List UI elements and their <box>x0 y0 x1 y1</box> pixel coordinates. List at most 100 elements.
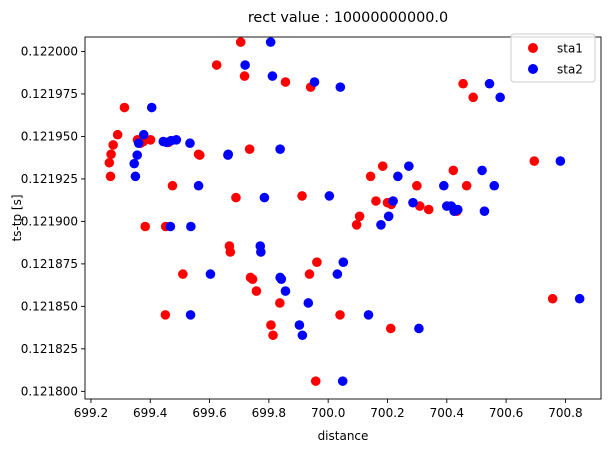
data-point-sta2 <box>265 37 276 47</box>
x-tick-label: 699.2 <box>74 406 108 420</box>
x-tick-label: 700.6 <box>489 406 523 420</box>
data-point-sta1 <box>547 293 558 304</box>
data-point-sta2 <box>223 149 234 160</box>
x-tick-label: 699.6 <box>192 406 226 420</box>
data-point-sta1 <box>119 102 130 113</box>
data-point-sta2 <box>479 206 490 217</box>
data-point-sta1 <box>385 323 396 334</box>
data-point-sta1 <box>104 157 115 168</box>
data-point-sta1 <box>178 269 188 279</box>
data-point-sta1 <box>268 330 278 341</box>
x-tick-label: 700.2 <box>370 406 404 420</box>
legend: sta1 sta2 <box>510 33 596 83</box>
x-axis-ticks: 699.2 699.4 699.6 699.8 700.0 700.2 700.4 700.6… <box>74 399 583 420</box>
data-point-sta1 <box>371 196 381 206</box>
data-point-sta1 <box>231 192 241 203</box>
data-point-sta2 <box>185 138 195 149</box>
data-point-sta2 <box>332 269 343 279</box>
data-point-sta2 <box>393 171 403 182</box>
y-tick-label: 0.121975 <box>21 87 78 101</box>
data-point-sta2 <box>337 376 348 386</box>
data-point-sta2 <box>383 211 394 222</box>
data-point-sta2 <box>452 204 463 215</box>
y-tick-label: 0.121925 <box>21 172 78 186</box>
data-point-sta2 <box>408 197 418 208</box>
data-point-sta2 <box>324 191 335 201</box>
legend-label-sta2: sta2 <box>557 63 583 77</box>
plot-frame <box>84 36 602 400</box>
legend-marker-sta1 <box>528 43 538 53</box>
x-axis-label: distance <box>318 429 369 443</box>
legend-label-sta1: sta1 <box>557 42 583 56</box>
data-point-sta1 <box>275 298 285 308</box>
data-point-sta1 <box>448 165 459 176</box>
y-tick-label: 0.122000 <box>21 45 78 59</box>
x-tick-label: 700.8 <box>548 406 582 420</box>
data-point-sta2 <box>267 71 278 81</box>
x-tick-label: 700.4 <box>430 406 464 420</box>
data-point-sta1 <box>235 37 246 47</box>
data-point-sta1 <box>160 310 171 320</box>
data-point-sta2 <box>280 286 291 296</box>
data-point-sta1 <box>251 286 262 296</box>
data-point-sta2 <box>477 165 487 176</box>
data-point-sta1 <box>310 376 321 386</box>
data-point-sta2 <box>193 180 204 191</box>
data-point-sta2 <box>171 135 182 145</box>
data-point-sta1 <box>304 269 315 279</box>
data-point-sta2 <box>294 320 305 330</box>
series-sta1 <box>104 37 558 386</box>
y-axis-label: ts-tp [s] <box>10 194 24 241</box>
data-point-sta2 <box>489 180 500 191</box>
data-point-sta1 <box>312 257 322 267</box>
data-point-sta2 <box>146 102 157 113</box>
data-point-sta1 <box>468 92 478 103</box>
data-point-sta2 <box>297 330 308 341</box>
data-point-sta2 <box>555 156 566 166</box>
data-point-sta1 <box>461 180 472 191</box>
data-point-sta1 <box>211 60 222 70</box>
data-point-sta1 <box>365 171 376 182</box>
chart-title: rect value : 10000000000.0 <box>248 10 448 26</box>
data-point-sta2 <box>138 129 149 140</box>
data-point-sta2 <box>133 138 144 149</box>
data-point-sta1 <box>529 156 540 166</box>
y-tick-label: 0.121875 <box>21 257 78 271</box>
data-point-sta1 <box>458 78 468 89</box>
data-point-sta2 <box>165 221 176 232</box>
data-point-sta2 <box>205 269 216 279</box>
data-point-sta1 <box>354 211 365 222</box>
data-point-sta1 <box>297 191 307 201</box>
y-tick-label: 0.121825 <box>21 342 78 356</box>
data-point-sta2 <box>259 192 270 203</box>
data-point-sta2 <box>574 293 585 304</box>
data-point-sta2 <box>303 298 314 308</box>
data-point-sta2 <box>414 323 424 334</box>
data-point-sta2 <box>240 60 250 70</box>
data-point-sta1 <box>145 135 156 145</box>
data-point-sta2 <box>309 77 320 87</box>
data-point-sta1 <box>351 219 362 230</box>
data-point-sta2 <box>132 150 142 160</box>
data-point-sta1 <box>247 274 258 284</box>
data-point-sta1 <box>423 204 434 215</box>
data-point-sta2 <box>363 310 374 320</box>
data-point-sta1 <box>412 180 422 191</box>
data-point-sta2 <box>404 161 414 171</box>
data-point-sta2 <box>335 82 346 92</box>
data-point-sta2 <box>186 221 196 232</box>
x-tick-label: 700.0 <box>311 406 345 420</box>
data-point-sta1 <box>112 129 123 140</box>
data-point-sta2 <box>276 274 287 284</box>
data-point-sta1 <box>108 140 118 150</box>
y-axis-ticks: 0.121800 0.121825 0.121850 0.121875 0.121900… <box>21 45 85 399</box>
data-point-sta2 <box>256 247 266 257</box>
series-sta2 <box>129 37 585 386</box>
y-tick-label: 0.121850 <box>21 300 78 314</box>
y-tick-label: 0.121900 <box>21 215 78 229</box>
data-point-sta1 <box>106 149 116 160</box>
data-point-sta2 <box>338 257 349 267</box>
y-tick-label: 0.121800 <box>21 385 78 399</box>
data-point-sta1 <box>225 247 236 257</box>
